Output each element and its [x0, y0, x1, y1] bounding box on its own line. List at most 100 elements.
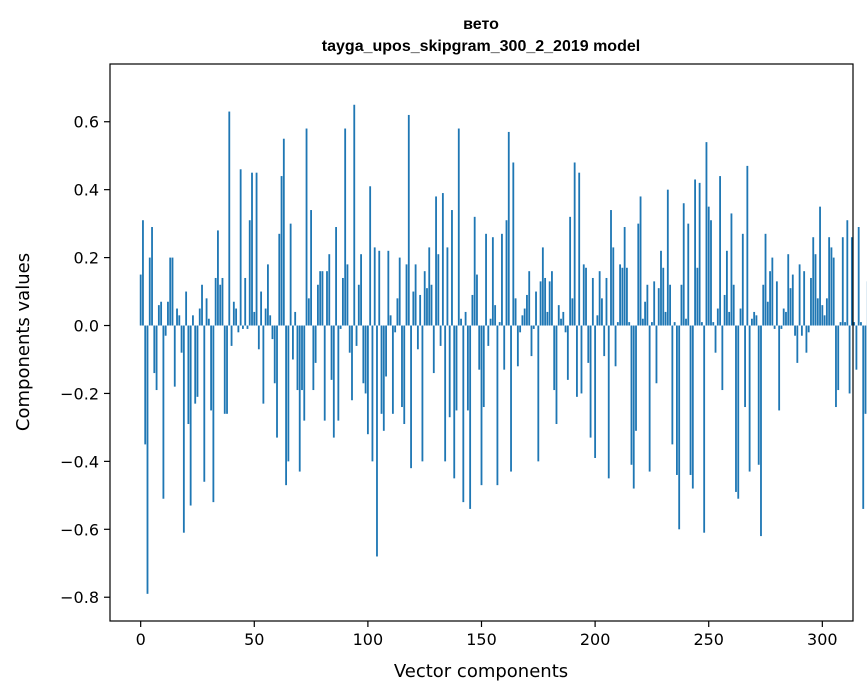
bar — [850, 237, 853, 326]
bar — [164, 325, 167, 336]
bar — [453, 325, 456, 479]
bar — [780, 325, 783, 329]
bar — [316, 284, 319, 326]
y-tick-label: −0.6 — [60, 520, 99, 539]
bar — [835, 325, 837, 408]
bar — [803, 271, 806, 326]
bar — [651, 322, 653, 326]
bar — [603, 325, 606, 357]
bar — [760, 325, 762, 537]
bar — [798, 264, 801, 326]
bar — [466, 325, 469, 411]
bar — [403, 325, 406, 425]
y-tick-label: −0.4 — [60, 452, 99, 471]
bar — [378, 250, 381, 326]
bar — [312, 325, 315, 391]
bar — [471, 294, 474, 326]
bar — [326, 271, 328, 326]
bar — [239, 169, 242, 326]
chart-subtitle: tayga_upos_skipgram_300_2_2019 model — [322, 38, 640, 55]
bar — [855, 325, 858, 370]
bar — [862, 325, 865, 509]
bar — [321, 271, 324, 326]
bar — [457, 128, 460, 326]
bar — [562, 311, 565, 326]
bar — [469, 325, 472, 509]
bar — [844, 322, 846, 326]
bar — [616, 322, 619, 326]
bar — [580, 325, 583, 394]
bar — [526, 294, 528, 326]
bar — [557, 305, 560, 326]
bar — [246, 325, 249, 329]
bar — [576, 325, 578, 397]
bar — [571, 298, 574, 326]
bar — [476, 274, 478, 326]
bar — [544, 277, 547, 326]
bar — [401, 325, 403, 408]
bar — [462, 325, 465, 503]
bar — [485, 233, 487, 326]
bar — [691, 325, 694, 489]
bar — [573, 162, 576, 326]
bar — [689, 325, 692, 475]
bar — [746, 165, 749, 326]
bar — [244, 277, 247, 326]
bar — [507, 131, 510, 326]
bar — [292, 325, 294, 360]
bar — [750, 318, 753, 326]
bar — [428, 247, 431, 326]
bar — [503, 325, 506, 370]
bar — [187, 325, 190, 425]
bar — [412, 291, 415, 326]
bar — [771, 257, 774, 326]
bar — [460, 318, 462, 326]
bar — [414, 264, 417, 326]
bar — [444, 325, 447, 462]
bar — [369, 186, 372, 326]
bar — [151, 227, 153, 326]
bar — [491, 237, 494, 326]
bar — [155, 325, 158, 391]
bar — [389, 315, 392, 326]
bar — [376, 325, 378, 557]
bar — [594, 325, 597, 458]
bar — [741, 233, 744, 326]
chart-title: вето — [463, 16, 499, 33]
bar — [796, 325, 799, 363]
bar — [426, 288, 428, 326]
bar — [694, 179, 696, 326]
bar — [794, 325, 796, 336]
bar — [364, 325, 367, 394]
bar — [407, 114, 410, 326]
bar — [710, 220, 712, 326]
bar — [441, 193, 444, 326]
bar — [437, 254, 440, 326]
bar — [332, 325, 335, 438]
bar — [860, 322, 862, 326]
bar — [421, 325, 424, 462]
bar — [714, 325, 717, 353]
bar — [578, 172, 581, 326]
bar — [416, 325, 419, 350]
bar — [182, 325, 185, 533]
bar — [514, 298, 517, 326]
bar — [510, 325, 512, 472]
bar — [489, 318, 492, 326]
bar — [267, 264, 269, 326]
bar — [446, 247, 449, 326]
bar — [501, 233, 503, 326]
bar — [498, 322, 501, 326]
bar — [346, 264, 349, 326]
bar — [605, 277, 608, 326]
x-axis-label: Vector components — [394, 661, 568, 682]
bar — [214, 277, 217, 326]
bar — [582, 264, 585, 326]
bar — [641, 318, 644, 326]
bar — [837, 325, 840, 391]
bar — [698, 182, 701, 326]
bar — [775, 281, 778, 326]
bar — [289, 223, 292, 326]
bar — [235, 308, 238, 326]
bar — [464, 311, 467, 326]
